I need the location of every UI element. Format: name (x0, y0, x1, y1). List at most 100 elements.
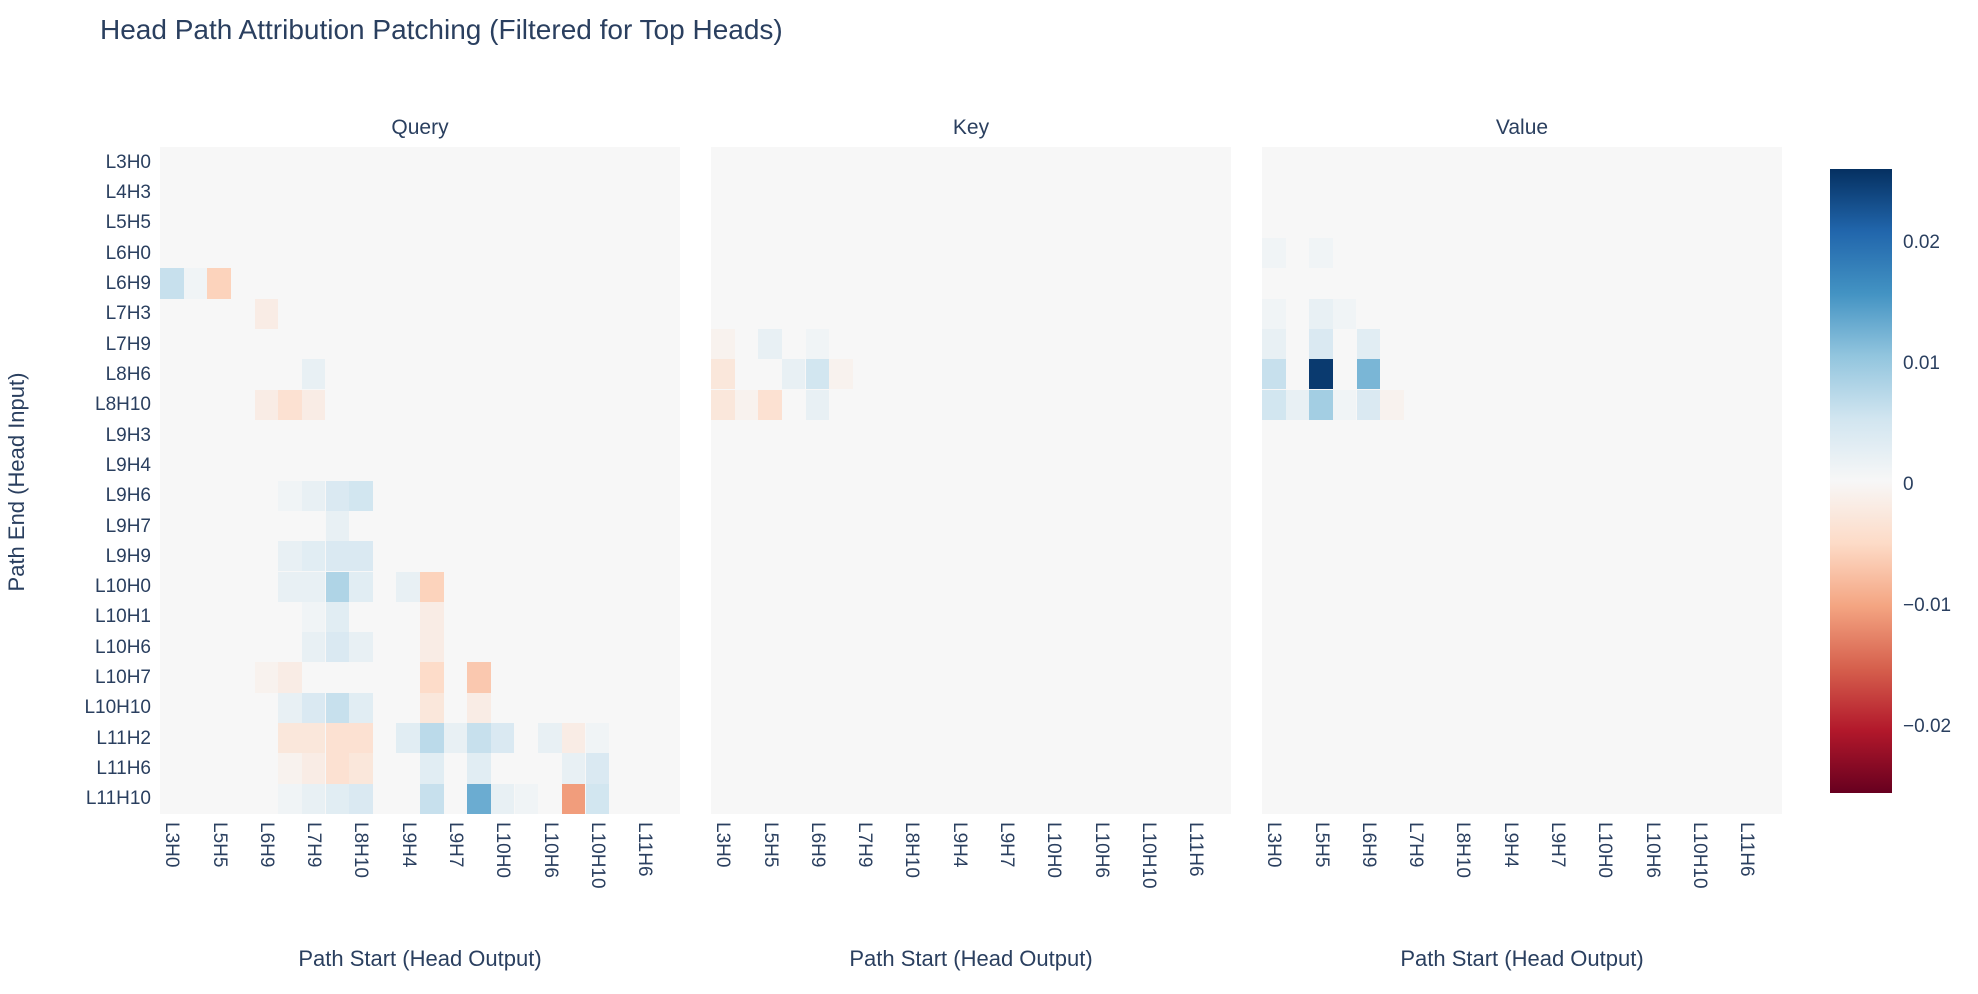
heatmap-cell[interactable] (467, 783, 491, 814)
heatmap-cell[interactable] (301, 632, 326, 663)
heatmap-cell[interactable] (585, 783, 610, 814)
heatmap-cell[interactable] (254, 389, 279, 420)
heatmap-cell[interactable] (420, 632, 444, 663)
heatmap-cell[interactable] (805, 328, 830, 360)
heatmap-cell[interactable] (325, 692, 350, 723)
heatmap-cell[interactable] (420, 601, 444, 633)
heatmap-cell[interactable] (1380, 389, 1404, 420)
heatmap-cell[interactable] (420, 692, 444, 723)
heatmap-cell[interactable] (325, 571, 350, 602)
heatmap-cell[interactable] (1309, 389, 1333, 420)
heatmap-cell[interactable] (758, 328, 782, 360)
heatmap-cell[interactable] (734, 389, 759, 420)
heatmap-cell[interactable] (349, 541, 373, 572)
heatmap-cell[interactable] (301, 480, 326, 511)
heatmap-cell[interactable] (396, 723, 420, 754)
heatmap-cell[interactable] (349, 753, 373, 784)
heatmap-cell[interactable] (160, 268, 184, 299)
heatmap-cell[interactable] (278, 662, 302, 693)
heatmap-cell[interactable] (301, 389, 326, 420)
heatmap-cell[interactable] (1262, 298, 1286, 329)
heatmap-cell[interactable] (711, 389, 735, 420)
heatmap-cell[interactable] (1262, 389, 1286, 420)
heatmap-cell[interactable] (420, 571, 444, 602)
heatmap-cell[interactable] (490, 723, 515, 754)
heatmap-cell[interactable] (1332, 298, 1357, 329)
heatmap-cell[interactable] (301, 692, 326, 723)
heatmap-cell[interactable] (278, 389, 302, 420)
heatmap-cell[interactable] (349, 783, 373, 814)
heatmap-cell[interactable] (254, 298, 279, 329)
heatmap-cell[interactable] (254, 662, 279, 693)
heatmap-cell[interactable] (467, 692, 491, 723)
heatmap-cell[interactable] (538, 723, 562, 754)
heatmap-cell[interactable] (301, 601, 326, 633)
heatmap-cell[interactable] (805, 359, 830, 390)
heatmap-cell[interactable] (278, 480, 302, 511)
heatmap-cell[interactable] (1356, 389, 1381, 420)
heatmap-cell[interactable] (420, 662, 444, 693)
heatmap-cell[interactable] (711, 328, 735, 360)
heatmap-cell[interactable] (829, 359, 853, 390)
heatmap-cell[interactable] (1262, 359, 1286, 390)
heatmap-cell[interactable] (349, 692, 373, 723)
heatmap-cell[interactable] (1285, 389, 1310, 420)
heatmap-cell[interactable] (301, 753, 326, 784)
heatmap-cell[interactable] (420, 753, 444, 784)
heatmap-cell[interactable] (1356, 328, 1381, 360)
heatmap-cell[interactable] (325, 783, 350, 814)
heatmap-cell[interactable] (278, 571, 302, 602)
heatmap-cell[interactable] (467, 753, 491, 784)
heatmap-cell[interactable] (349, 632, 373, 663)
heatmap-cell[interactable] (349, 480, 373, 511)
heatmap-cell[interactable] (278, 692, 302, 723)
heatmap-cell[interactable] (467, 723, 491, 754)
heatmap-cell[interactable] (1309, 298, 1333, 329)
heatmap-cell[interactable] (1309, 238, 1333, 269)
heatmap-cell[interactable] (325, 753, 350, 784)
heatmap-cell[interactable] (420, 723, 444, 754)
heatmap-cell[interactable] (301, 783, 326, 814)
heatmap-cell[interactable] (420, 783, 444, 814)
heatmap-cell[interactable] (490, 783, 515, 814)
heatmap-cell[interactable] (301, 541, 326, 572)
heatmap-cell[interactable] (396, 571, 420, 602)
heatmap-cell[interactable] (301, 723, 326, 754)
heatmap-cell[interactable] (349, 571, 373, 602)
heatmap-cell[interactable] (585, 723, 610, 754)
heatmap-cell[interactable] (514, 783, 539, 814)
heatmap-cell[interactable] (711, 359, 735, 390)
heatmap-cell[interactable] (301, 571, 326, 602)
heatmap-cell[interactable] (443, 723, 468, 754)
heatmap-cell[interactable] (349, 723, 373, 754)
heatmap-cell[interactable] (1262, 328, 1286, 360)
heatmap-cell[interactable] (278, 753, 302, 784)
heatmap-cell[interactable] (325, 510, 350, 542)
heatmap-cell[interactable] (1356, 359, 1381, 390)
heatmap-cell[interactable] (325, 723, 350, 754)
heatmap-cell[interactable] (1309, 359, 1333, 390)
heatmap-cell[interactable] (278, 783, 302, 814)
heatmap-cell[interactable] (1262, 238, 1286, 269)
heatmap-cell[interactable] (805, 389, 830, 420)
heatmap-cell[interactable] (561, 783, 586, 814)
heatmap-cell[interactable] (1332, 389, 1357, 420)
heatmap-cell[interactable] (781, 359, 806, 390)
heatmap-cell[interactable] (325, 632, 350, 663)
heatmap-query[interactable] (160, 147, 680, 814)
heatmap-key[interactable] (711, 147, 1231, 814)
heatmap-cell[interactable] (1309, 328, 1333, 360)
heatmap-cell[interactable] (278, 723, 302, 754)
heatmap-cell[interactable] (585, 753, 610, 784)
heatmap-cell[interactable] (278, 541, 302, 572)
heatmap-cell[interactable] (301, 359, 326, 390)
heatmap-cell[interactable] (325, 480, 350, 511)
heatmap-cell[interactable] (325, 601, 350, 633)
heatmap-cell[interactable] (207, 268, 231, 299)
heatmap-cell[interactable] (183, 268, 208, 299)
heatmap-cell[interactable] (758, 389, 782, 420)
heatmap-cell[interactable] (467, 662, 491, 693)
heatmap-cell[interactable] (325, 541, 350, 572)
heatmap-value[interactable] (1262, 147, 1782, 814)
heatmap-cell[interactable] (561, 753, 586, 784)
